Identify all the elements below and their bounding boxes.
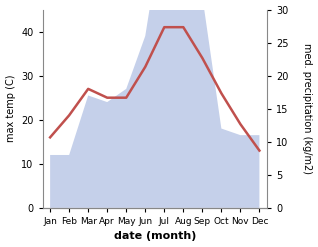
Y-axis label: max temp (C): max temp (C) — [5, 75, 16, 143]
Y-axis label: med. precipitation (kg/m2): med. precipitation (kg/m2) — [302, 43, 313, 174]
X-axis label: date (month): date (month) — [114, 231, 196, 242]
